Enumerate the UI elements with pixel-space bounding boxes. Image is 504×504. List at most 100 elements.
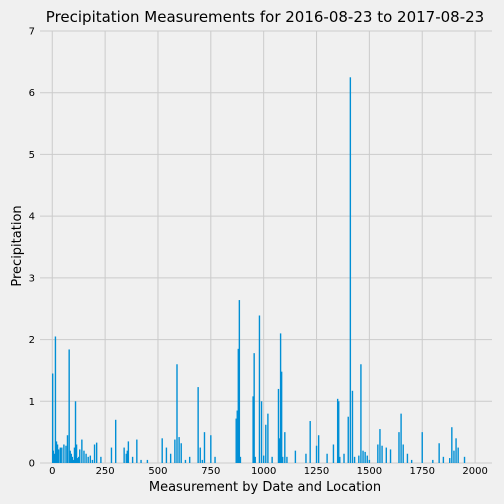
- y-tick-label: 6: [29, 88, 35, 99]
- precipitation-bar: [53, 453, 56, 463]
- precipitation-bar: [438, 443, 440, 463]
- precipitation-bar: [85, 453, 87, 463]
- precipitation-bar: [180, 443, 182, 463]
- precipitation-bar: [210, 435, 212, 463]
- x-tick-label: 250: [96, 466, 115, 477]
- precipitation-bar: [389, 449, 392, 463]
- y-tick-label: 3: [29, 273, 35, 284]
- precipitation-bar: [61, 447, 63, 463]
- precipitation-bar: [402, 444, 404, 463]
- precipitation-bar: [66, 435, 69, 463]
- precipitation-bar: [457, 447, 459, 463]
- precipitation-bar: [79, 449, 81, 463]
- precipitation-bar: [73, 447, 76, 463]
- precipitation-bar: [338, 401, 340, 463]
- precipitation-bar: [368, 459, 371, 463]
- precipitation-bar: [351, 390, 354, 463]
- x-tick-label: 1000: [251, 466, 276, 477]
- precipitation-bar: [65, 445, 67, 463]
- precipitation-bar: [72, 459, 75, 463]
- grid-lines: [40, 30, 492, 464]
- precipitation-bar: [100, 456, 102, 463]
- x-axis-label: Measurement by Date and Location: [149, 480, 381, 495]
- precipitation-bar: [353, 456, 356, 463]
- precipitation-bar: [277, 388, 280, 463]
- x-tick-label: 1250: [304, 466, 329, 477]
- precipitation-bar: [169, 453, 172, 463]
- precipitation-bar: [262, 455, 265, 463]
- precipitation-bar: [161, 438, 163, 463]
- precipitation-bar: [131, 456, 134, 463]
- precipitation-bar: [136, 439, 138, 463]
- precipitation-bar: [432, 459, 434, 463]
- precipitation-bar: [174, 439, 176, 463]
- precipitation-bar: [59, 447, 61, 463]
- precipitation-bar: [279, 333, 282, 463]
- precipitation-bar: [286, 456, 288, 463]
- precipitation-bar: [449, 458, 451, 463]
- precipitation-bar: [343, 453, 345, 463]
- precipitation-bar: [63, 444, 65, 463]
- precipitation-bar: [70, 453, 72, 463]
- precipitation-bar: [278, 438, 281, 463]
- y-tick-label: 0: [29, 459, 35, 470]
- precipitation-bar: [184, 459, 187, 463]
- precipitation-bar: [83, 450, 85, 463]
- x-tick-label: 1750: [410, 466, 435, 477]
- precipitation-bar: [203, 432, 206, 463]
- precipitation-bar: [214, 456, 216, 463]
- precipitation-bar: [455, 438, 457, 463]
- precipitation-bar: [385, 447, 387, 463]
- precipitation-bar: [366, 455, 368, 463]
- precipitation-bar: [379, 429, 381, 463]
- x-tick-label: 2000: [462, 466, 487, 477]
- precipitation-bar: [421, 432, 423, 463]
- y-tick-label: 2: [29, 335, 35, 346]
- precipitation-bar: [235, 418, 237, 463]
- precipitation-bar: [358, 455, 360, 463]
- precipitation-bar: [71, 456, 74, 463]
- precipitation-bar: [125, 453, 127, 463]
- precipitation-bar: [347, 416, 349, 463]
- precipitation-bar: [271, 456, 273, 463]
- precipitation-bar: [377, 444, 379, 463]
- precipitation-bar: [56, 444, 59, 463]
- precipitation-bar: [280, 371, 283, 463]
- precipitation-bar: [91, 459, 94, 463]
- precipitation-bar: [253, 353, 255, 463]
- precipitation-bar: [57, 449, 60, 463]
- y-tick-label: 5: [29, 150, 35, 161]
- precipitation-bar: [442, 456, 445, 463]
- precipitation-bar: [110, 447, 113, 463]
- precipitation-bar: [332, 444, 335, 463]
- chart-title: Precipitation Measurements for 2016-08-2…: [46, 8, 484, 26]
- precipitation-bar: [87, 456, 89, 463]
- precipitation-bar: [260, 401, 263, 463]
- precipitation-bar: [309, 421, 311, 463]
- x-tick-label: 1500: [357, 466, 382, 477]
- precipitation-bar: [317, 435, 320, 463]
- precipitation-bar: [197, 387, 199, 463]
- precipitation-bar: [55, 441, 58, 463]
- precipitation-bar: [178, 437, 180, 463]
- precipitation-bar: [294, 450, 297, 463]
- precipitation-bar: [89, 455, 92, 463]
- precipitation-bar: [305, 453, 307, 463]
- y-tick-label: 4: [29, 212, 35, 223]
- y-axis-label: Precipitation: [10, 205, 25, 286]
- precipitation-bar: [81, 439, 83, 463]
- precipitation-bar: [237, 348, 239, 463]
- precipitation-bar: [114, 419, 117, 463]
- precipitation-bar: [315, 445, 318, 463]
- precipitation-bar: [126, 450, 129, 463]
- precipitation-bar: [265, 424, 267, 463]
- precipitation-bar: [463, 456, 466, 463]
- precipitation-bar: [364, 451, 366, 463]
- precipitation-bar: [284, 432, 286, 463]
- precipitation-bar: [77, 456, 80, 463]
- precipitation-bar: [201, 459, 204, 463]
- precipitation-bar: [93, 444, 96, 463]
- precipitation-bar: [326, 453, 328, 463]
- precipitation-bar: [54, 336, 57, 463]
